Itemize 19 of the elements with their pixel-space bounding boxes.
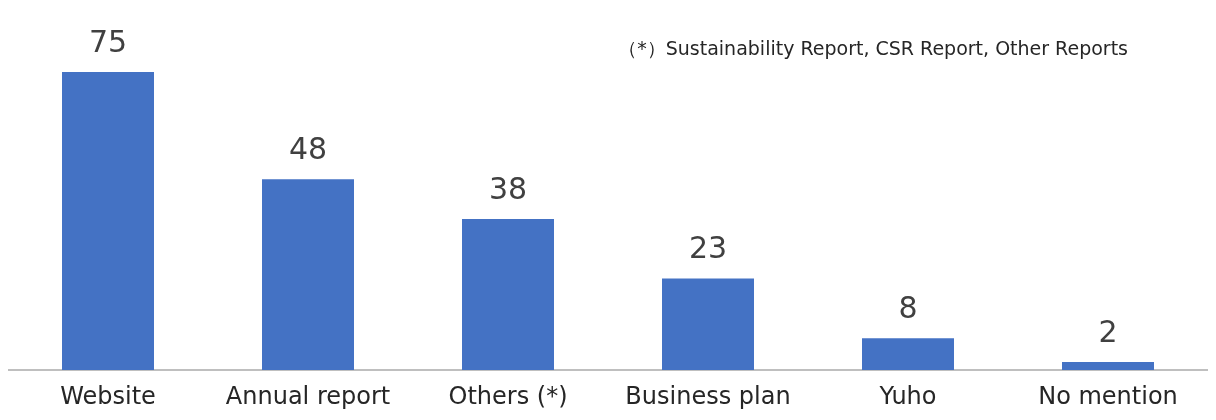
bar: [862, 338, 954, 370]
bar: [262, 179, 354, 370]
bar: [462, 219, 554, 370]
data-label: 2: [1098, 313, 1118, 349]
x-tick-label: No mention: [1038, 382, 1178, 410]
data-label: 23: [688, 230, 728, 266]
data-label: 48: [288, 130, 328, 166]
text: （*）Sustainability Report, CSR Report, Other Reports: [618, 36, 1129, 59]
bar: [62, 72, 154, 370]
x-tick-label: Website: [60, 382, 156, 410]
bar: [1062, 362, 1154, 370]
x-tick-label: Yuho: [878, 382, 937, 410]
bar: [662, 278, 754, 370]
data-label: 75: [88, 23, 128, 59]
x-tick-label: Business plan: [625, 382, 791, 410]
x-tick-label: Others (*): [448, 382, 568, 410]
data-label: 38: [488, 170, 528, 206]
data-label: 8: [898, 289, 918, 325]
x-tick-label: Annual report: [225, 382, 391, 410]
